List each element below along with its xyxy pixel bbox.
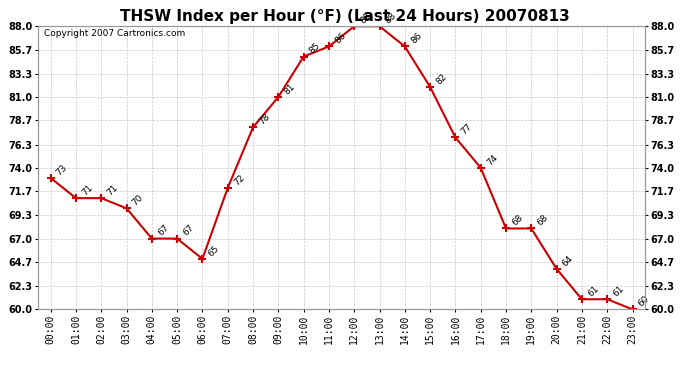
Text: 86: 86: [409, 31, 424, 46]
Text: 81: 81: [282, 82, 297, 96]
Text: 67: 67: [156, 224, 170, 238]
Text: 64: 64: [561, 254, 575, 268]
Text: 61: 61: [586, 284, 600, 298]
Text: 77: 77: [460, 122, 474, 137]
Text: 61: 61: [611, 284, 626, 298]
Text: 72: 72: [232, 173, 246, 187]
Text: 78: 78: [257, 112, 272, 127]
Text: Copyright 2007 Cartronics.com: Copyright 2007 Cartronics.com: [44, 29, 186, 38]
Text: 67: 67: [181, 224, 196, 238]
Text: 82: 82: [434, 72, 448, 86]
Text: 71: 71: [106, 183, 120, 197]
Text: 74: 74: [485, 153, 500, 167]
Text: 70: 70: [130, 193, 145, 207]
Text: 85: 85: [308, 41, 322, 56]
Text: 60: 60: [637, 294, 651, 309]
Text: 73: 73: [55, 163, 69, 177]
Text: 71: 71: [80, 183, 95, 197]
Text: 86: 86: [333, 31, 348, 46]
Text: THSW Index per Hour (°F) (Last 24 Hours) 20070813: THSW Index per Hour (°F) (Last 24 Hours)…: [120, 9, 570, 24]
Text: 68: 68: [535, 213, 550, 228]
Text: 88: 88: [384, 11, 398, 26]
Text: 65: 65: [206, 243, 221, 258]
Text: 68: 68: [510, 213, 524, 228]
Text: 88: 88: [358, 11, 373, 26]
